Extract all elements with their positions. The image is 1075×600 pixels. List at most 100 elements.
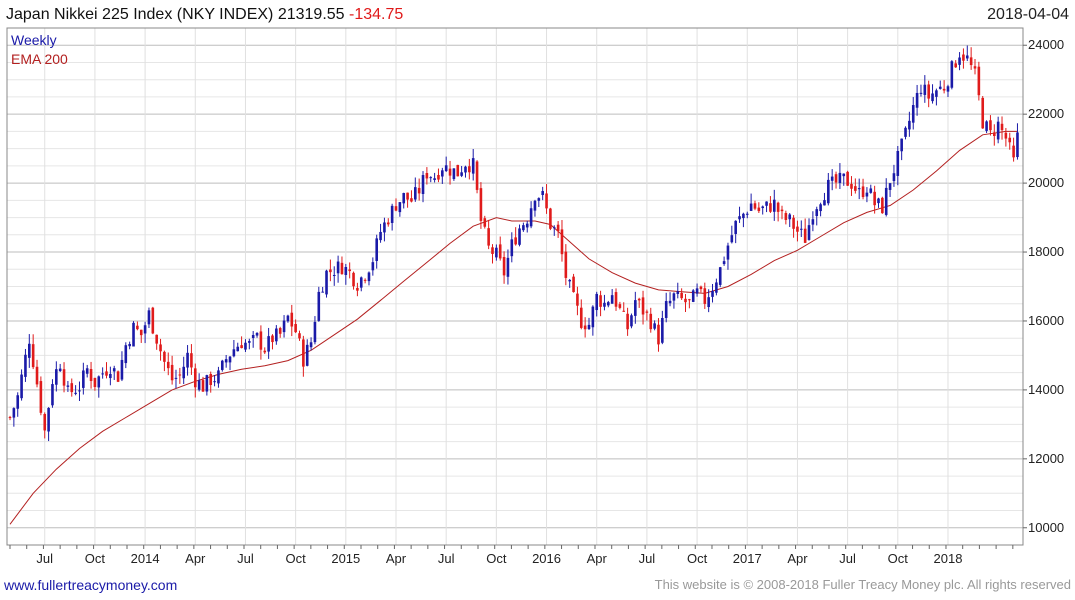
candle-up (884, 187, 888, 215)
candle-up (525, 223, 529, 228)
candle-up (742, 213, 745, 219)
candle-down (491, 247, 494, 254)
x-tick-label: 2014 (131, 551, 160, 566)
candle-down (139, 329, 143, 336)
candle-down (873, 191, 876, 206)
candle-up (877, 198, 880, 204)
candle-up (147, 310, 151, 325)
candle-down (560, 229, 564, 255)
candle-up (900, 138, 903, 152)
x-tick-label: 2017 (733, 551, 762, 566)
candle-up (985, 121, 988, 131)
candle-up (429, 177, 433, 179)
candle-up (865, 192, 869, 197)
candle-up (248, 341, 251, 343)
x-tick-label: Apr (787, 551, 808, 566)
candle-up (20, 374, 23, 399)
candle-down (298, 333, 301, 339)
candle-up (661, 318, 664, 343)
candle-up (522, 225, 525, 231)
candle-up (309, 342, 313, 348)
x-tick-label: Jul (36, 551, 53, 566)
candle-down (163, 351, 166, 362)
candle-up (379, 231, 382, 241)
candle-up (444, 165, 448, 172)
candle-up (55, 369, 58, 385)
candle-up (414, 187, 417, 200)
candle-down (406, 192, 409, 200)
y-tick-label: 12000 (1028, 451, 1064, 466)
candle-up (707, 297, 710, 308)
candle-up (738, 216, 741, 220)
candle-up (915, 92, 919, 108)
x-tick-label: 2015 (331, 551, 360, 566)
candle-up (749, 203, 753, 211)
candle-down (989, 120, 992, 131)
candle-down (209, 374, 213, 386)
candle-up (765, 201, 768, 206)
candle-up (664, 301, 668, 318)
candle-up (317, 291, 321, 321)
candle-down (263, 350, 267, 353)
candle-up (730, 235, 734, 243)
candle-up (97, 376, 101, 388)
candle-down (363, 279, 367, 281)
x-tick-label: Jul (639, 551, 656, 566)
candle-up (745, 213, 749, 215)
candle-down (927, 84, 930, 99)
candle-up (421, 175, 425, 195)
candle-down (70, 383, 74, 393)
candle-up (904, 127, 907, 137)
candle-up (228, 356, 232, 363)
candle-up (668, 300, 672, 304)
ema-layer (9, 130, 1018, 525)
candle-up (552, 227, 556, 229)
candle-down (8, 417, 12, 419)
x-tick-label: Jul (237, 551, 254, 566)
candle-up (911, 105, 915, 123)
y-tick-label: 24000 (1028, 37, 1064, 52)
candle-up (182, 366, 185, 379)
candle-down (329, 269, 332, 273)
candle-down (348, 269, 351, 272)
candle-up (734, 220, 737, 234)
candle-up (830, 176, 834, 181)
candle-up (197, 380, 201, 390)
candle-up (761, 206, 764, 209)
y-tick-label: 18000 (1028, 244, 1064, 259)
footer-website-link[interactable]: www.fullertreacymoney.com (4, 577, 178, 593)
candle-up (236, 346, 240, 352)
candle-up (711, 290, 714, 297)
y-tick-label: 14000 (1028, 382, 1064, 397)
candle-up (842, 173, 846, 177)
candle-down (769, 203, 772, 212)
candle-down (178, 374, 182, 376)
candle-down (981, 97, 985, 129)
candle-up (336, 261, 340, 274)
candle-up (869, 188, 873, 193)
candle-up (359, 277, 363, 288)
candle-down (962, 54, 965, 61)
candle-up (58, 368, 62, 372)
candle-down (294, 324, 297, 333)
candle-down (386, 222, 390, 225)
candle-down (502, 257, 506, 276)
candle-up (1016, 132, 1019, 158)
candle-down (43, 413, 47, 431)
candle-down (703, 288, 707, 304)
candle-up (718, 267, 722, 285)
candle-up (251, 334, 255, 338)
y-axis: 10000 12000 14000 16000 18000 20000 22000 24000 (1023, 37, 1064, 535)
candle-down (846, 171, 849, 186)
candle-down (483, 218, 487, 227)
price-change: -134.75 (349, 6, 404, 23)
candle-up (464, 166, 467, 173)
candle-up (587, 324, 591, 330)
candle-up (634, 300, 637, 316)
candle-down (583, 325, 587, 330)
candle-up (691, 290, 695, 302)
y-tick-label: 20000 (1028, 175, 1064, 190)
candle-down (1008, 137, 1012, 143)
candle-up (529, 208, 533, 227)
candle-down (193, 368, 197, 388)
